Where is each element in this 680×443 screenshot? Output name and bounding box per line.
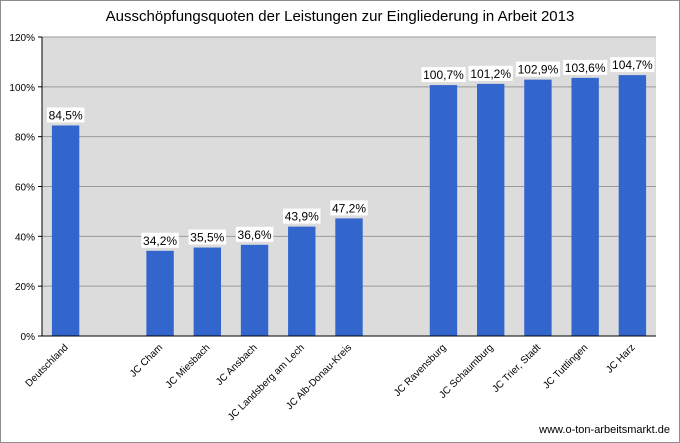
- data-label-box: [141, 232, 179, 248]
- y-axis-ticks: 0% 20% 40% 60% 80% 100% 120%: [9, 33, 42, 343]
- data-label-box: [46, 107, 85, 123]
- data-label: 43,9%: [285, 210, 319, 224]
- data-label: 100,7%: [423, 68, 464, 82]
- data-label: 101,2%: [470, 67, 511, 81]
- data-label-box: [468, 65, 513, 81]
- bars: [51, 75, 647, 337]
- x-tick-label: JC Landsberg am Lech: [226, 342, 307, 423]
- data-label-box: [283, 208, 321, 224]
- data-label-box: [421, 67, 466, 83]
- y-tick-label: 100%: [9, 83, 35, 94]
- data-label-box: [563, 59, 608, 75]
- bar: [571, 77, 599, 336]
- chart-title: Ausschöpfungsquoten der Leistungen zur E…: [106, 8, 575, 25]
- x-tick-label: JC Harz: [604, 342, 637, 375]
- data-label: 102,9%: [518, 63, 559, 77]
- bar: [51, 125, 80, 337]
- data-label: 47,2%: [332, 201, 366, 215]
- data-label-box: [330, 200, 368, 216]
- data-label-box: [235, 226, 274, 242]
- bar: [476, 83, 505, 337]
- data-label: 35,5%: [190, 231, 224, 245]
- y-tick-label: 20%: [15, 282, 35, 293]
- x-tick-label: Deutschland: [24, 342, 71, 389]
- bar: [524, 79, 552, 337]
- x-tick-label: JC Cham: [128, 342, 165, 379]
- source-text: www.o-ton-arbeitsmarkt.de: [538, 424, 670, 436]
- x-tick-label: JC Tuttlingen: [541, 342, 590, 391]
- y-tick-label: 0%: [21, 332, 36, 343]
- y-tick-label: 120%: [9, 33, 35, 44]
- bar: [335, 218, 363, 336]
- data-label-box: [188, 229, 227, 245]
- x-tick-label: JC Miesbach: [164, 342, 213, 391]
- data-label: 103,6%: [565, 61, 606, 75]
- bar: [240, 244, 269, 336]
- y-tick-label: 80%: [15, 133, 35, 144]
- y-tick-label: 40%: [15, 232, 35, 243]
- data-label-box: [610, 57, 655, 73]
- bar: [618, 75, 647, 336]
- bar: [429, 85, 458, 336]
- data-label: 36,6%: [238, 228, 272, 242]
- data-label-box: [515, 61, 561, 77]
- y-tick-label: 60%: [15, 183, 35, 194]
- bar: [193, 247, 222, 336]
- data-label: 34,2%: [143, 234, 177, 248]
- bar: [288, 226, 316, 336]
- x-tick-label: JC Ansbach: [214, 342, 260, 388]
- bar: [146, 250, 174, 336]
- x-tick-label: JC Trier, Stadt: [490, 342, 543, 395]
- data-label: 84,5%: [49, 108, 83, 122]
- data-labels: 84,5% 34,2% 35,5% 36,6% 43,9% 47,2% 100,7% 101,…: [46, 57, 655, 248]
- data-label: 104,7%: [612, 58, 653, 72]
